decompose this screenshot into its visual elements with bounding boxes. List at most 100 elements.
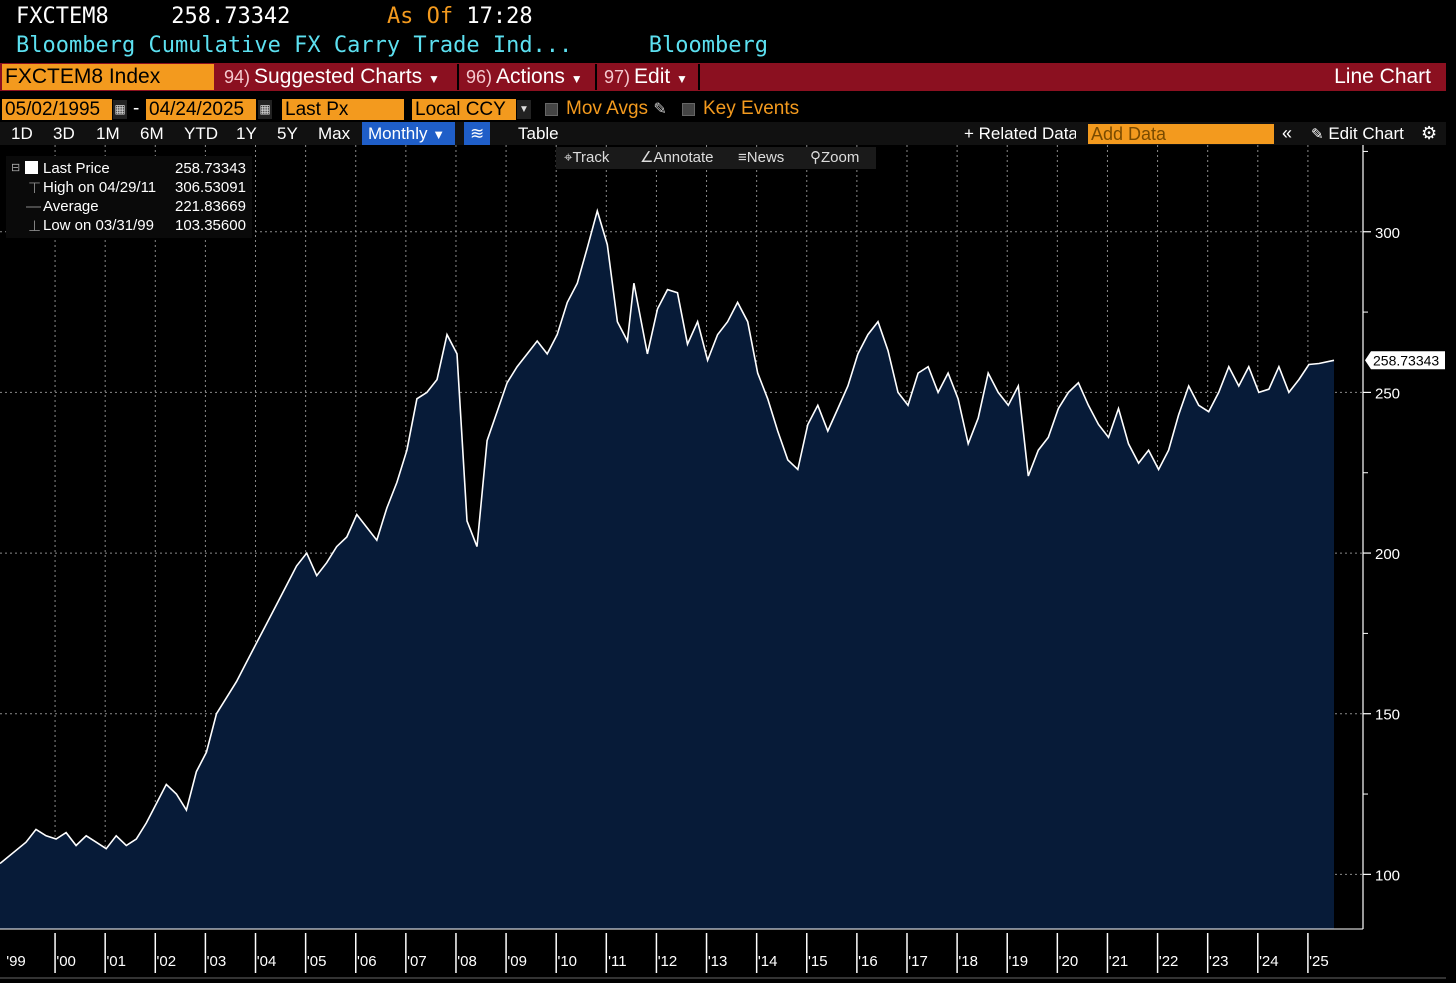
pencil-icon: ✎: [653, 101, 667, 118]
x-tick-label: '03: [207, 953, 227, 970]
table-button[interactable]: Table: [518, 124, 559, 143]
edit-menu[interactable]: 97) Edit ▼: [604, 65, 688, 88]
x-tick-label: '99: [6, 953, 26, 970]
menu-divider: [595, 64, 597, 90]
last-price-marker: 258.73343: [1365, 351, 1445, 370]
range-1d-button[interactable]: 1D: [11, 124, 33, 143]
actions-menu[interactable]: 96) Actions ▼: [466, 65, 583, 88]
x-tick-label: '16: [858, 953, 878, 970]
security-field[interactable]: FXCTEM8 Index: [2, 64, 214, 90]
x-tick-label: '10: [557, 953, 577, 970]
range-ytd-button[interactable]: YTD: [184, 124, 218, 143]
annotate-tool[interactable]: ∠ Annotate: [640, 149, 714, 166]
x-tick-label: '02: [157, 953, 177, 970]
x-tick-label: '19: [1009, 953, 1029, 970]
last-price-label: 258.73343: [1373, 352, 1439, 368]
price-field-select[interactable]: Last Px: [282, 99, 404, 120]
mov-avgs-checkbox[interactable]: [545, 103, 558, 116]
collapse-legend-icon[interactable]: ⊟: [11, 162, 21, 174]
x-tick-label: '13: [708, 953, 728, 970]
start-date-field[interactable]: 05/02/1995: [2, 99, 112, 120]
series-swatch[interactable]: [25, 161, 38, 174]
ticker-symbol: FXCTEM8: [16, 4, 109, 29]
chart-legend: ⊟ Last Price 258.73343 ⊤ High on 04/29/1…: [6, 156, 252, 238]
security-description: Bloomberg Cumulative FX Carry Trade Ind.…: [16, 33, 573, 58]
range-max-button[interactable]: Max: [318, 124, 351, 143]
track-tool[interactable]: ⌖ Track: [564, 149, 610, 166]
legend-value: 306.53091: [175, 179, 246, 196]
date-dash: -: [133, 98, 140, 119]
range-6m-button[interactable]: 6M: [140, 124, 164, 143]
x-tick-label: '11: [608, 953, 626, 970]
data-source: Bloomberg: [648, 33, 769, 58]
legend-label: Low on 03/31/99: [43, 217, 154, 234]
x-tick-label: '25: [1309, 953, 1329, 970]
y-tick-label: 150: [1375, 707, 1400, 724]
y-axis: 100 150 200 250 300: [1362, 145, 1400, 929]
y-tick-label: 300: [1375, 225, 1400, 242]
x-tick-label: '06: [357, 953, 377, 970]
add-data-input[interactable]: Add Data: [1088, 124, 1274, 144]
chart-tools: ⌖ Track ∠ Annotate ≡ News ⚲ Zoom: [556, 147, 876, 169]
pencil-icon: ✎: [1311, 126, 1324, 143]
x-tick-label: '18: [958, 953, 978, 970]
line-chart-icon[interactable]: ≋: [464, 122, 490, 145]
x-tick-label: '20: [1059, 953, 1079, 970]
y-tick-label: 200: [1375, 546, 1400, 563]
key-events-label: Key Events: [703, 98, 800, 119]
x-tick-label: '09: [507, 953, 527, 970]
as-of-label: As Of: [386, 4, 454, 29]
menu-divider: [457, 64, 459, 90]
series-line: [0, 207, 1335, 865]
x-tick-label: '08: [457, 953, 477, 970]
legend-label: High on 04/29/11: [43, 179, 157, 196]
chart-type-label[interactable]: Line Chart: [1334, 65, 1431, 88]
x-tick-label: '00: [56, 953, 76, 970]
suggested-charts-menu[interactable]: 94) Suggested Charts ▼: [224, 65, 440, 88]
currency-select[interactable]: Local CCY: [412, 99, 516, 120]
zoom-tool[interactable]: ⚲ Zoom: [810, 149, 860, 166]
high-marker-icon: ⊤: [28, 180, 42, 197]
x-tick-label: '01: [106, 953, 126, 970]
legend-label: Average: [43, 198, 99, 215]
header-line: FXCTEM8 258.73342 As Of 17:28: [16, 4, 533, 29]
command-bar: [0, 63, 1446, 91]
mov-avgs-label: Mov Avgs ✎: [566, 98, 667, 119]
calendar-icon[interactable]: ▦: [258, 100, 272, 119]
frequency-select[interactable]: Monthly ▼: [362, 122, 455, 145]
range-1m-button[interactable]: 1M: [96, 124, 120, 143]
description-line: Bloomberg Cumulative FX Carry Trade Ind.…: [16, 33, 768, 58]
range-1y-button[interactable]: 1Y: [236, 124, 257, 143]
x-tick-label: '21: [1109, 953, 1129, 970]
gear-icon[interactable]: ⚙: [1421, 123, 1438, 143]
chart-toolbar: [0, 122, 1446, 145]
header-price: 258.73342: [171, 4, 291, 29]
key-events-checkbox[interactable]: [682, 103, 695, 116]
edit-chart-button[interactable]: ✎ Edit Chart: [1311, 124, 1404, 143]
end-date-field[interactable]: 04/24/2025: [146, 99, 256, 120]
x-tick-label: '24: [1259, 953, 1279, 970]
as-of-time: 17:28: [466, 4, 533, 29]
last-price-tag: [1365, 351, 1445, 370]
low-marker-icon: ⊥: [28, 218, 42, 235]
x-tick-label: '12: [658, 953, 678, 970]
x-tick-label: '22: [1159, 953, 1179, 970]
chevron-down-icon[interactable]: ▼: [517, 100, 531, 119]
average-marker-icon: —: [26, 198, 41, 215]
x-tick-label: '17: [908, 953, 928, 970]
series-area: [0, 210, 1334, 929]
x-tick-label: '14: [758, 953, 778, 970]
calendar-icon[interactable]: ▦: [113, 100, 127, 119]
news-tool[interactable]: ≡ News: [738, 149, 785, 166]
x-axis: '99 '00 '01 '02 '03 '04 '05 '06 '07 '08 '09 '10 '11 '…: [0, 928, 1446, 979]
x-tick-label: '07: [407, 953, 427, 970]
legend-value: 103.35600: [175, 217, 246, 234]
range-3d-button[interactable]: 3D: [53, 124, 75, 143]
range-5y-button[interactable]: 5Y: [277, 124, 298, 143]
collapse-icon[interactable]: «: [1282, 123, 1293, 143]
y-tick-label: 100: [1375, 867, 1400, 884]
x-tick-label: '05: [307, 953, 327, 970]
x-tick-label: '23: [1209, 953, 1229, 970]
related-data-button[interactable]: + Related Data: [964, 124, 1076, 143]
